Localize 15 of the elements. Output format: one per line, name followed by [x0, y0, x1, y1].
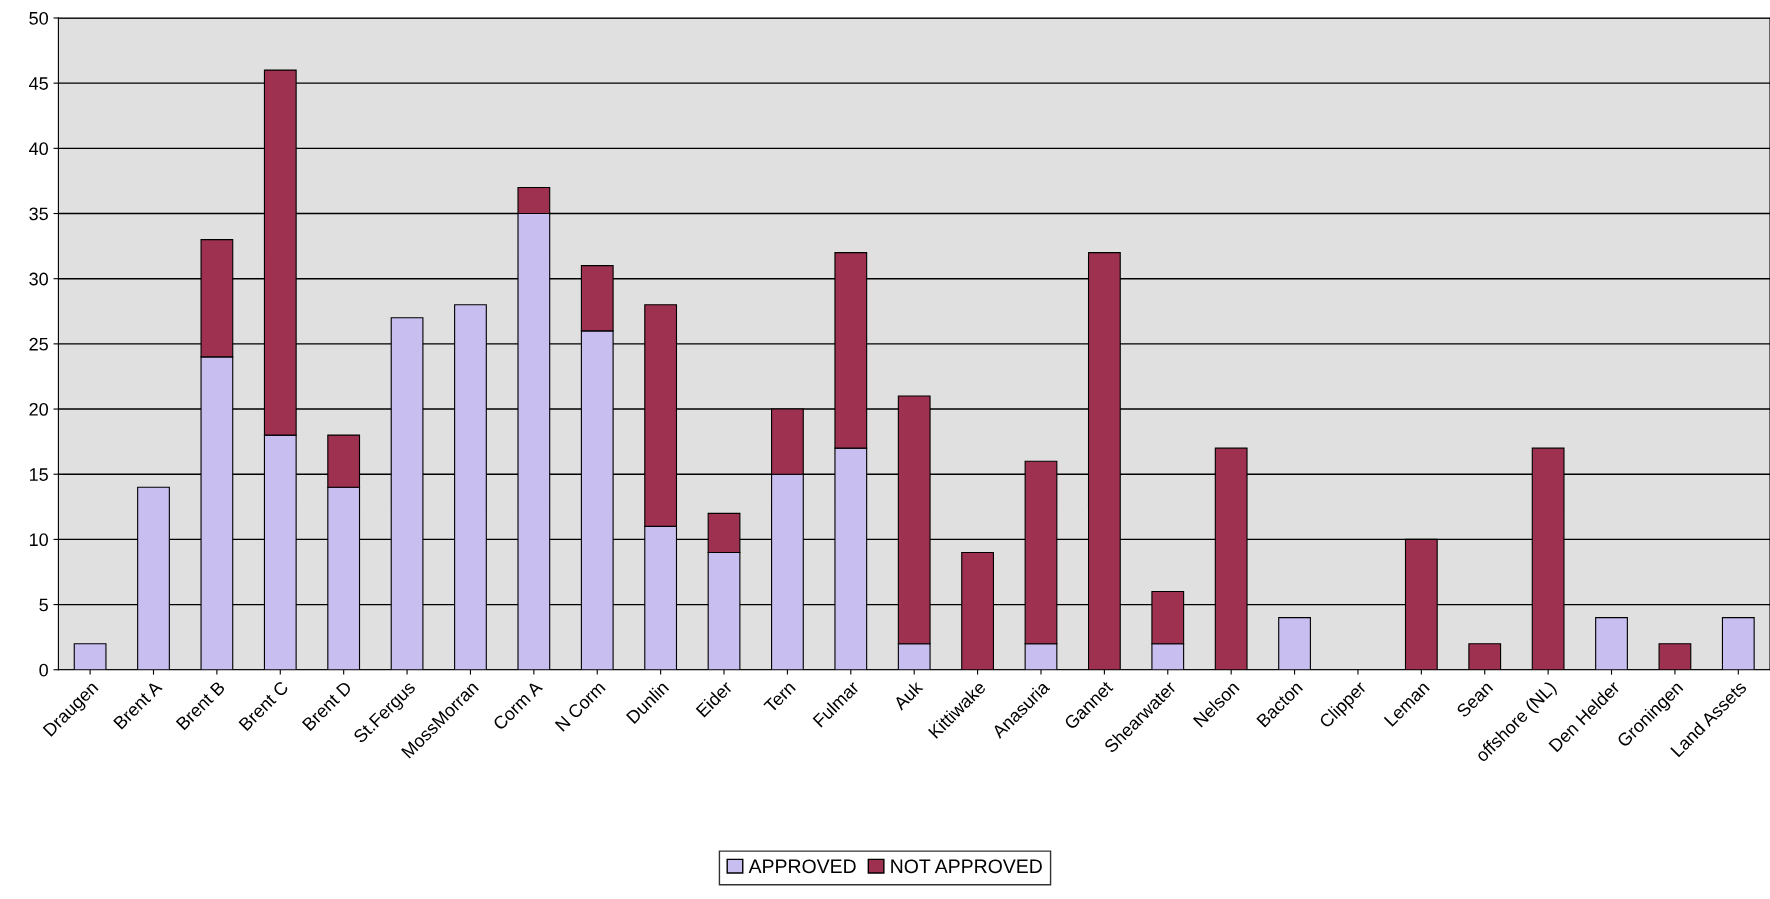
y-tick-label: 15 — [29, 468, 48, 481]
y-tick-label: 20 — [29, 402, 48, 416]
y-tick-label: 10 — [29, 533, 48, 547]
legend-label: APPROVED — [748, 859, 856, 874]
y-tick-label: 50 — [29, 11, 48, 25]
y-tick-label: 5 — [39, 598, 48, 612]
x-tick-label: Auk — [892, 679, 924, 711]
x-tick-label: Tern — [763, 680, 796, 714]
y-tick-label: 30 — [29, 272, 48, 286]
y-tick-label: 35 — [29, 207, 48, 221]
y-tick-label: 25 — [29, 337, 48, 351]
y-tick-label: 45 — [29, 77, 48, 90]
legend-label: NOT APPROVED — [891, 859, 1042, 874]
y-tick-label: 0 — [39, 663, 48, 677]
y-tick-label: 40 — [29, 142, 48, 156]
